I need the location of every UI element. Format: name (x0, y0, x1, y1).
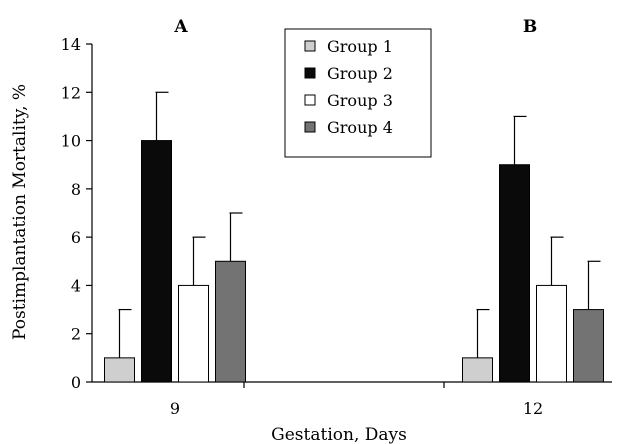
legend-swatch-group-4 (304, 121, 316, 133)
bar-group-1-9 (104, 357, 135, 383)
legend-swatch-group-3 (304, 94, 316, 106)
bar-group-4-9 (215, 260, 246, 383)
y-tick-label: 8 (71, 180, 81, 199)
bar-group-4-12 (573, 309, 604, 383)
y-tick-label: 14 (61, 35, 81, 54)
legend-label-group-2: Group 2 (327, 64, 393, 83)
x-tick-label: 9 (170, 399, 180, 418)
bar-group-2-9 (141, 140, 172, 383)
legend-label-group-4: Group 4 (327, 118, 393, 137)
bar-group-1-12 (462, 357, 493, 383)
y-tick-label: 2 (71, 325, 81, 344)
y-tick-label: 6 (71, 228, 81, 247)
y-tick-label: 4 (71, 276, 81, 295)
bars (104, 91, 604, 383)
y-tick-label: 10 (61, 132, 81, 151)
legend-swatch-group-2 (304, 67, 316, 79)
y-tick-label: 0 (71, 373, 81, 392)
legend: Group 1 Group 2 Group 3 Group 4 (284, 28, 432, 158)
legend-swatch-group-1 (304, 40, 316, 52)
bar-group-3-12 (536, 284, 567, 383)
y-tick-label: 12 (61, 83, 81, 102)
x-axis-title: Gestation, Days (271, 425, 407, 444)
bar-group-3-9 (178, 284, 209, 383)
y-axis-title: Postimplantation Mortality, % (10, 84, 30, 340)
panel-label-b: B (523, 17, 537, 37)
x-tick-label: 12 (523, 399, 543, 418)
legend-label-group-3: Group 3 (327, 91, 393, 110)
legend-label-group-1: Group 1 (327, 37, 393, 56)
bar-group-2-12 (499, 164, 530, 383)
labels: A B Gestation, Days Postimplantation Mor… (10, 17, 537, 444)
panel-label-a: A (173, 17, 188, 37)
